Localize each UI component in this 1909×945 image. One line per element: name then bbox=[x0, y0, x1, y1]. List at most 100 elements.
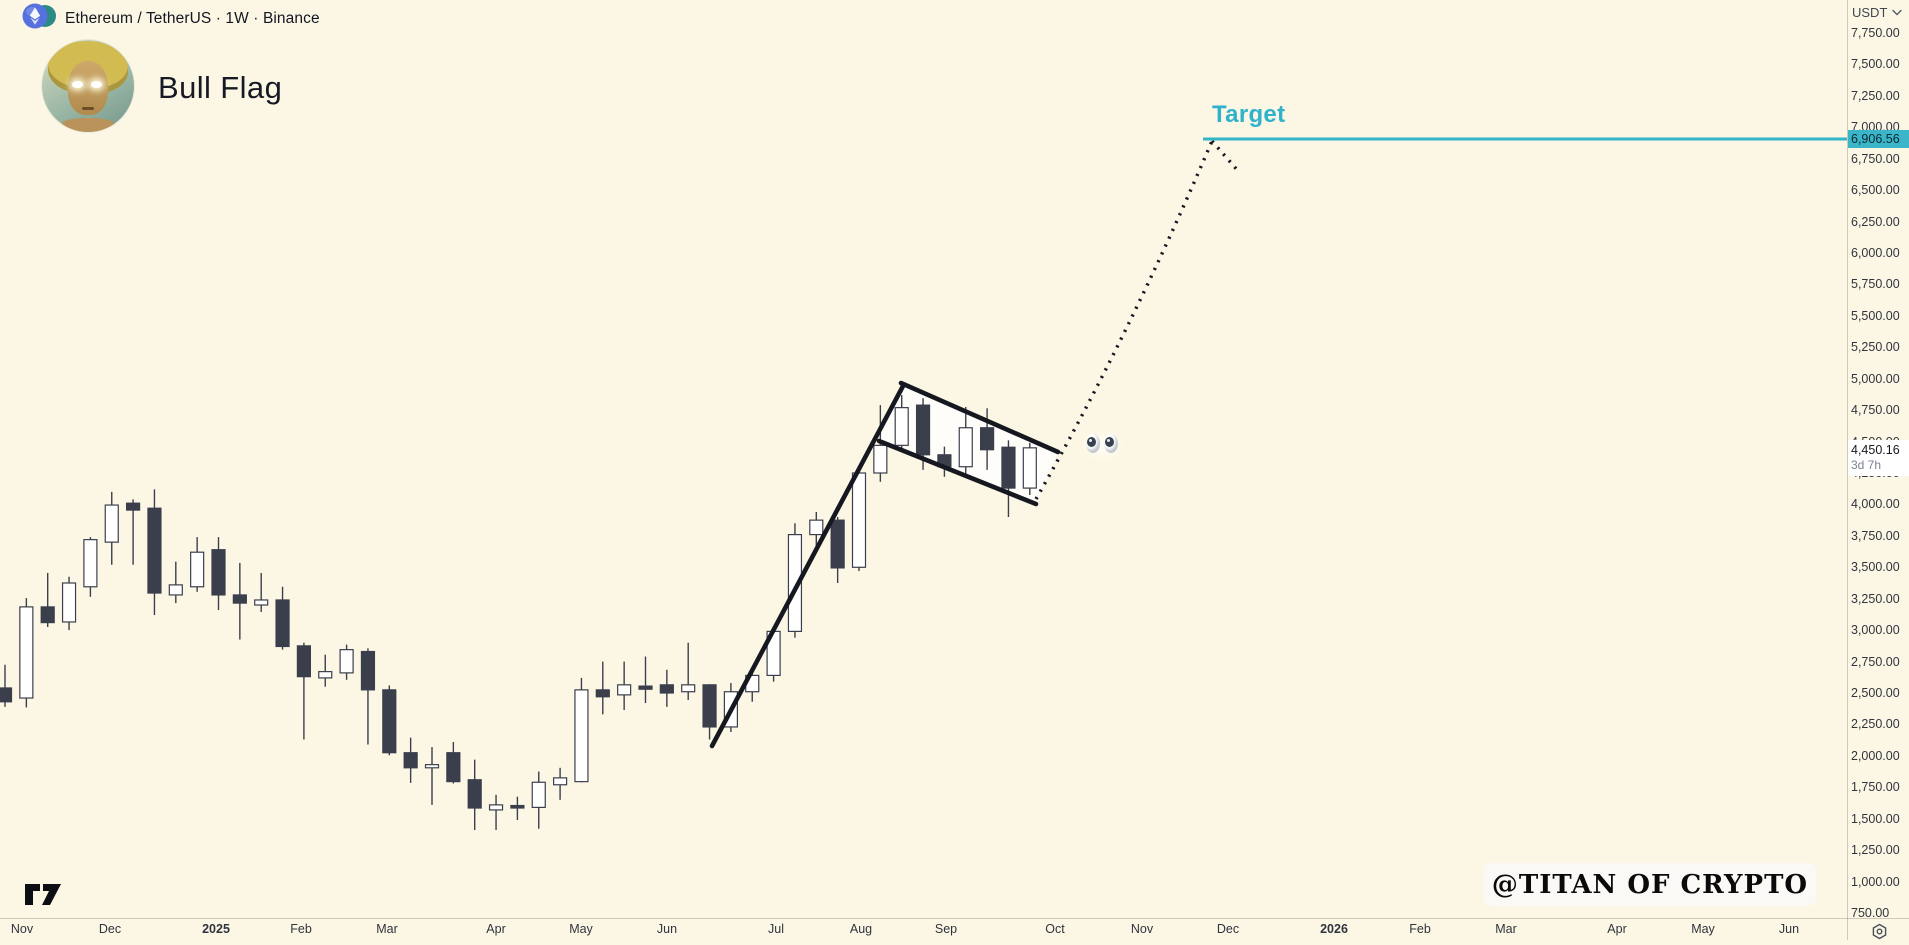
price-axis-label: 3,000.00 bbox=[1851, 623, 1900, 638]
time-axis-label: May bbox=[1691, 922, 1715, 936]
time-axis-label: Dec bbox=[1216, 922, 1240, 936]
candle[interactable] bbox=[787, 533, 803, 632]
candle[interactable] bbox=[659, 684, 674, 694]
candle[interactable] bbox=[61, 582, 77, 623]
time-axis-label: Aug bbox=[849, 922, 873, 936]
candles-layer bbox=[0, 395, 1037, 831]
time-axis-label: Feb bbox=[1409, 922, 1431, 936]
candle[interactable] bbox=[168, 584, 183, 596]
eye-right bbox=[1104, 434, 1118, 453]
avatar-face bbox=[67, 61, 109, 115]
candle[interactable] bbox=[424, 764, 440, 769]
time-axis-label: Jun bbox=[656, 922, 678, 936]
price-axis-label: 7,750.00 bbox=[1851, 26, 1900, 40]
candle[interactable] bbox=[104, 504, 119, 543]
time-axis-label: Feb bbox=[290, 922, 312, 936]
candle[interactable] bbox=[382, 689, 397, 754]
candle[interactable] bbox=[552, 777, 568, 786]
candle[interactable] bbox=[979, 427, 995, 451]
candle[interactable] bbox=[510, 804, 525, 809]
candle[interactable] bbox=[1001, 446, 1016, 489]
tradingview-logo[interactable] bbox=[24, 883, 64, 911]
candle[interactable] bbox=[958, 427, 973, 468]
price-axis-label: 2,750.00 bbox=[1851, 654, 1900, 669]
avatar-mouth bbox=[82, 107, 95, 111]
candle[interactable] bbox=[232, 594, 247, 604]
candle[interactable] bbox=[809, 519, 824, 536]
flag-lower-trendline[interactable] bbox=[876, 438, 1039, 507]
candle[interactable] bbox=[681, 684, 696, 693]
candle[interactable] bbox=[915, 404, 931, 456]
candle[interactable] bbox=[488, 804, 504, 811]
candle[interactable] bbox=[275, 599, 290, 648]
time-scale[interactable]: Nov Dec 2025 Feb Mar Apr May Jun Jul Aug Sep Oct Nov… bbox=[0, 918, 1847, 940]
price-axis-label: 6,750.00 bbox=[1851, 151, 1900, 166]
candle[interactable] bbox=[83, 539, 98, 588]
candle[interactable] bbox=[702, 684, 717, 728]
symbol-header[interactable]: Ethereum / TetherUS · 1W · Binance bbox=[22, 2, 320, 35]
candle[interactable] bbox=[19, 606, 34, 699]
price-axis-label: 6,000.00 bbox=[1851, 246, 1900, 260]
candle[interactable] bbox=[574, 689, 589, 783]
projection-arrow-tip bbox=[1210, 139, 1241, 174]
candle[interactable] bbox=[830, 519, 845, 569]
candle[interactable] bbox=[211, 549, 226, 596]
bar-countdown: 3d 7h bbox=[1851, 457, 1882, 472]
time-axis-label: Nov bbox=[10, 922, 34, 936]
price-axis-label: 2,500.00 bbox=[1851, 686, 1900, 700]
candle[interactable] bbox=[638, 685, 653, 690]
candle[interactable] bbox=[190, 551, 205, 588]
price-axis-label: 7,500.00 bbox=[1851, 57, 1900, 72]
current-price-tag: 4,450.16 3d 7h bbox=[1848, 439, 1909, 476]
candle[interactable] bbox=[467, 779, 482, 809]
time-axis-label: Nov bbox=[1130, 922, 1154, 936]
price-axis-label: 4,750.00 bbox=[1851, 403, 1900, 418]
target-text-drawing[interactable]: Target bbox=[1212, 101, 1286, 128]
candle[interactable] bbox=[360, 650, 376, 691]
candle[interactable] bbox=[0, 687, 13, 703]
price-scale-unit-button[interactable]: USDT bbox=[1852, 3, 1903, 21]
candle[interactable] bbox=[617, 684, 632, 696]
price-axis-label: 7,250.00 bbox=[1851, 88, 1900, 103]
time-axis-label: Jun bbox=[1778, 922, 1800, 936]
price-axis-label: 750.00 bbox=[1851, 906, 1890, 920]
candle[interactable] bbox=[531, 781, 546, 808]
unit-label: USDT bbox=[1852, 4, 1888, 20]
flag-pole-line[interactable] bbox=[709, 383, 906, 749]
price-axis-label: 3,500.00 bbox=[1851, 560, 1900, 575]
candle[interactable] bbox=[894, 407, 909, 446]
time-axis-label: Apr bbox=[1607, 922, 1627, 936]
time-axis-label: Dec bbox=[98, 922, 122, 936]
candle[interactable] bbox=[851, 472, 867, 568]
time-axis-label: Mar bbox=[1495, 922, 1517, 936]
flag-upper-trendline[interactable] bbox=[898, 380, 1061, 455]
price-axis-label: 1,000.00 bbox=[1851, 874, 1900, 889]
price-axis-label: 3,250.00 bbox=[1851, 591, 1900, 606]
price-axis-label: 5,500.00 bbox=[1851, 308, 1900, 323]
price-axis-label: 6,250.00 bbox=[1851, 214, 1900, 229]
candle[interactable] bbox=[147, 507, 162, 594]
candle[interactable] bbox=[318, 671, 333, 679]
price-axis-label: 6,500.00 bbox=[1851, 183, 1900, 198]
candle[interactable] bbox=[296, 645, 311, 678]
candle[interactable] bbox=[873, 444, 888, 474]
candle[interactable] bbox=[125, 502, 141, 511]
candle[interactable] bbox=[446, 752, 461, 783]
candle[interactable] bbox=[254, 599, 269, 606]
candle[interactable] bbox=[339, 649, 354, 674]
time-axis-label: 2025 bbox=[202, 922, 230, 936]
chevron-down-icon bbox=[1892, 3, 1903, 21]
price-axis-label: 2,000.00 bbox=[1851, 748, 1900, 763]
time-axis-label: 2026 bbox=[1320, 922, 1348, 936]
pattern-title: Bull Flag bbox=[158, 70, 283, 105]
avatar bbox=[42, 40, 134, 132]
candle[interactable] bbox=[1022, 447, 1037, 489]
candle[interactable] bbox=[40, 606, 55, 624]
candle[interactable] bbox=[403, 752, 418, 769]
ethereum-tether-pair-icon bbox=[22, 2, 58, 35]
candle[interactable] bbox=[595, 689, 610, 698]
gear-icon[interactable] bbox=[1871, 923, 1888, 945]
eyes-emoji[interactable] bbox=[1081, 430, 1125, 462]
